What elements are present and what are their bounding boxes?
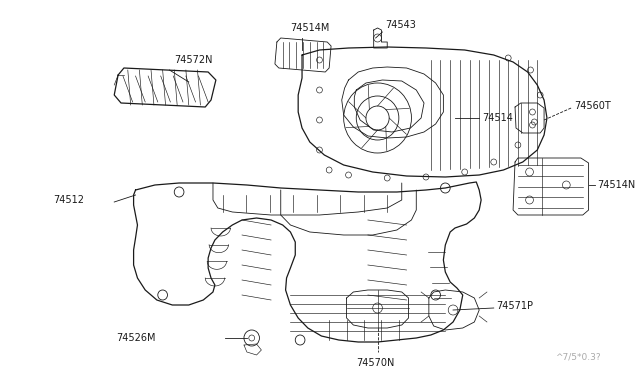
Text: 74543: 74543	[385, 20, 416, 30]
Text: 74514N: 74514N	[597, 180, 636, 190]
Text: 74526M: 74526M	[116, 333, 156, 343]
Text: 74572N: 74572N	[174, 55, 212, 65]
Text: 74560T: 74560T	[574, 101, 611, 111]
Text: ^7/5*0.3?: ^7/5*0.3?	[555, 353, 600, 362]
Text: 74512: 74512	[53, 195, 84, 205]
Text: 74514: 74514	[482, 113, 513, 123]
Text: 74514M: 74514M	[291, 23, 330, 33]
Text: 74570N: 74570N	[356, 358, 395, 368]
Text: 74571P: 74571P	[497, 301, 534, 311]
